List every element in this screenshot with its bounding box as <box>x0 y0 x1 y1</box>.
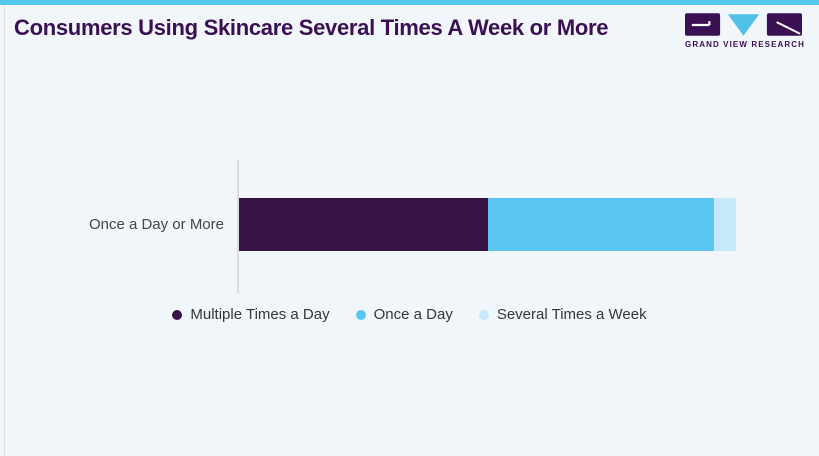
legend-dot-icon <box>355 309 366 320</box>
legend: Multiple Times a Day Once a Day Several Ti… <box>0 306 819 323</box>
bar-segment-once-a-day <box>487 198 714 251</box>
bar-chart: Once a Day or More <box>0 160 819 293</box>
legend-dot-icon <box>172 309 183 320</box>
legend-item-several-times-a-week: Several Times a Week <box>478 306 647 323</box>
legend-label: Multiple Times a Day <box>190 306 330 323</box>
bar-segment-several-times-a-week <box>713 198 736 251</box>
y-axis-line <box>237 160 239 293</box>
page-title: Consumers Using Skincare Several Times A… <box>14 15 609 40</box>
bar-segment-multiple-times-a-day <box>239 198 488 251</box>
legend-item-multiple-times-a-day: Multiple Times a Day <box>172 306 330 323</box>
legend-item-once-a-day: Once a Day <box>355 306 453 323</box>
category-label: Once a Day or More <box>88 216 224 233</box>
legend-dot-icon <box>478 309 489 320</box>
stacked-bar <box>239 198 736 251</box>
brand-name: GRAND VIEW RESEARCH <box>685 40 806 49</box>
legend-label: Several Times a Week <box>496 306 647 323</box>
accent-top-border <box>0 0 819 5</box>
left-edge-hairline <box>4 5 5 456</box>
legend-label: Once a Day <box>373 306 453 323</box>
brand-logo: GRAND VIEW RESEARCH <box>685 13 806 49</box>
brand-logo-mark-icon <box>685 13 802 36</box>
